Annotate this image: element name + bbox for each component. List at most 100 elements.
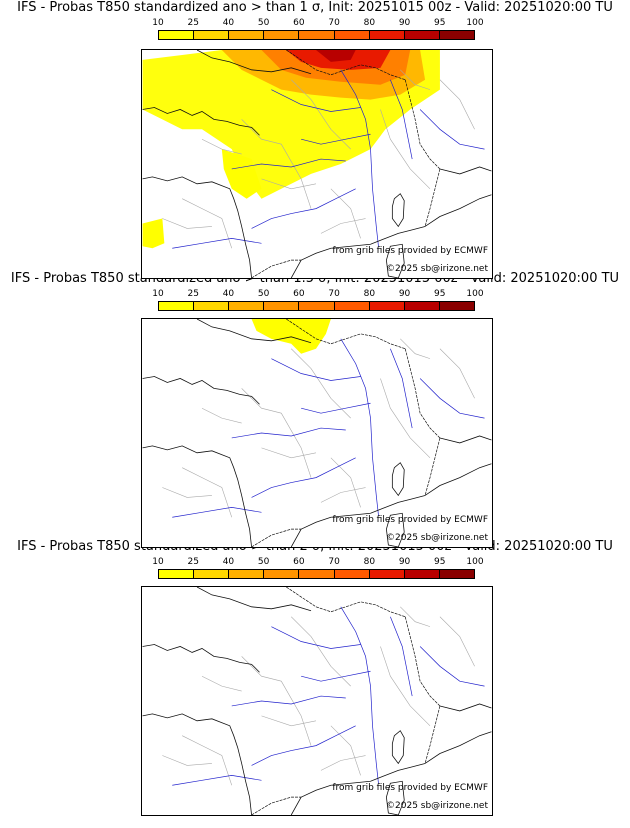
colorbar-tick-label: 40 (222, 18, 235, 28)
data-source-credit: from grib files provided by ECMWF (332, 515, 488, 525)
colorbar-tick-label: 95 (434, 18, 446, 28)
river (172, 237, 262, 249)
admin-boundary (400, 606, 431, 627)
river (231, 427, 346, 439)
river (390, 79, 413, 160)
colorbar-segment (439, 31, 474, 39)
admin-boundary (241, 656, 312, 746)
admin-boundary (380, 646, 431, 726)
data-source-credit: from grib files provided by ECMWF (332, 783, 488, 793)
colorbar: 10 25 40 50 60 70 80 90 95 100 (152, 289, 484, 313)
colorbar-tick-label: 50 (257, 289, 270, 299)
coastline (196, 319, 312, 344)
colorbar-tick-label: 10 (152, 557, 164, 567)
admin-boundary (291, 79, 351, 150)
copyright-credit: ©2025 sb@irizone.net (386, 801, 488, 811)
country-border (251, 528, 302, 547)
colorbar-scale (158, 301, 475, 311)
river (271, 89, 361, 112)
country-border (424, 705, 441, 764)
coastline (196, 587, 312, 612)
colorbar-tick-label: 100 (466, 557, 484, 567)
colorbar-segment (404, 570, 440, 578)
colorbar-tick-label: 90 (398, 18, 411, 28)
admin-boundary (261, 447, 317, 459)
copyright-credit: ©2025 sb@irizone.net (386, 533, 488, 543)
colorbar-tick-label: 90 (398, 557, 411, 567)
prob-area-yellow (251, 319, 331, 354)
coastline (196, 50, 312, 75)
river (172, 506, 262, 518)
admin-boundary (261, 178, 317, 190)
colorbar-tick-label: 100 (466, 289, 484, 299)
river (301, 133, 371, 145)
admin-boundary (201, 138, 242, 155)
country-border (424, 168, 441, 227)
prob-area-yellow-sw (142, 218, 165, 249)
admin-boundary (162, 755, 212, 766)
admin-boundary (320, 218, 366, 234)
river (251, 457, 356, 498)
admin-boundary (330, 725, 361, 776)
colorbar: 10 25 40 50 60 70 80 90 95 100 (152, 18, 484, 42)
admin-boundary (330, 457, 361, 508)
admin-boundary (291, 616, 351, 687)
coastline (142, 644, 260, 673)
coastline (424, 194, 492, 227)
colorbar-tick-label: 40 (222, 557, 235, 567)
admin-boundary (439, 616, 475, 667)
country-border (286, 50, 406, 81)
colorbar-tick-label: 60 (293, 289, 305, 299)
colorbar-scale (158, 569, 475, 579)
country-border (251, 259, 302, 278)
colorbar: 10 25 40 50 60 70 80 90 95 100 (152, 557, 484, 581)
probability-map: from grib files provided by ECMWF ©2025 s… (141, 586, 493, 816)
river (390, 348, 413, 429)
colorbar-segment (299, 31, 335, 39)
colorbar-tick-label: 50 (257, 18, 270, 28)
colorbar-segment (159, 302, 195, 310)
colorbar-tick-label: 100 (466, 18, 484, 28)
river (301, 402, 371, 414)
river (251, 725, 356, 766)
colorbar-tick-label: 70 (328, 557, 340, 567)
admin-boundary (182, 467, 233, 518)
colorbar-tick-label: 80 (363, 557, 376, 567)
colorbar-scale (158, 30, 475, 40)
colorbar-segment (334, 570, 370, 578)
data-source-credit: from grib files provided by ECMWF (332, 246, 488, 256)
probability-map: from grib files provided by ECMWF ©2025 s… (141, 49, 493, 279)
coastline (290, 763, 426, 815)
admin-boundary (320, 755, 366, 771)
colorbar-segment (439, 570, 474, 578)
admin-boundary (201, 675, 242, 692)
colorbar-tick-label: 50 (257, 557, 270, 567)
river (390, 616, 413, 697)
colorbar-tick-label: 80 (363, 289, 376, 299)
colorbar-segment (404, 302, 440, 310)
admin-boundary (380, 109, 431, 189)
river (301, 670, 371, 682)
colorbar-segment (369, 302, 405, 310)
admin-boundary (320, 487, 366, 503)
sardinia-island (385, 243, 405, 278)
sardinia-island (385, 780, 405, 815)
colorbar-segment (404, 31, 440, 39)
river (231, 695, 346, 707)
coastline (439, 435, 492, 444)
prob-area-yellow-west (221, 149, 262, 199)
admin-boundary (380, 378, 431, 458)
river (172, 774, 262, 786)
colorbar-segment (369, 570, 405, 578)
prob-area-darkred (316, 50, 356, 62)
colorbar-tick-label: 60 (293, 557, 305, 567)
river (231, 158, 346, 170)
coastline (424, 731, 492, 764)
admin-boundary (439, 348, 475, 399)
colorbar-tick-label: 25 (187, 289, 199, 299)
colorbar-tick-label: 40 (222, 289, 235, 299)
river (271, 626, 361, 649)
admin-boundary (162, 218, 212, 229)
colorbar-segment (299, 570, 335, 578)
colorbar-tick-label: 80 (363, 18, 376, 28)
